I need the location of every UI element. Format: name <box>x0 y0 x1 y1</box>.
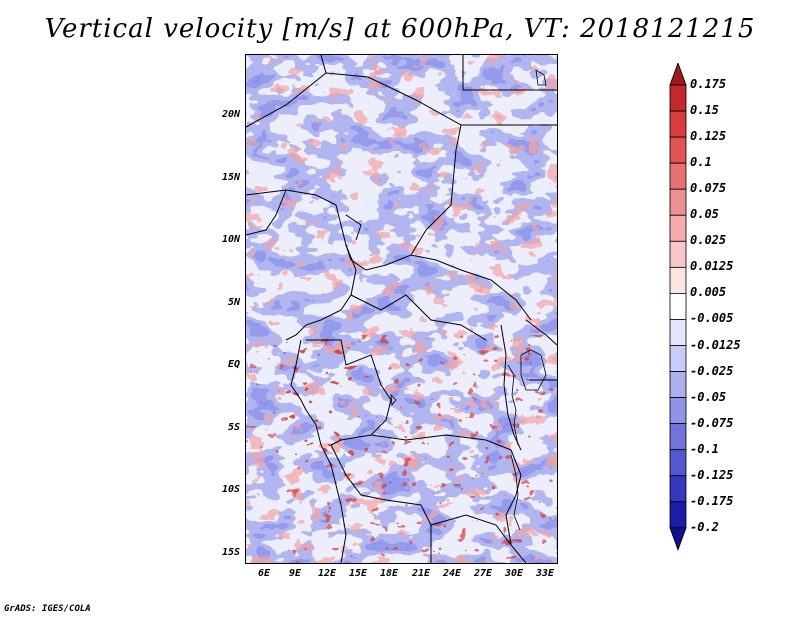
colorbar-label: 0.125 <box>690 129 727 144</box>
lon-label: 30E <box>505 568 524 579</box>
colorbar-label: 0.075 <box>690 181 727 196</box>
colorbar-swatch <box>669 240 687 268</box>
colorbar-bottom-arrow <box>669 527 687 552</box>
colorbar-swatch <box>669 162 687 190</box>
lat-label: 5S <box>227 422 240 433</box>
colorbar-swatch <box>669 214 687 242</box>
colorbar-swatch <box>669 345 687 372</box>
colorbar-label: 0.05 <box>690 207 719 222</box>
colorbar-label: -0.1 <box>690 441 719 456</box>
lon-label: 21E <box>412 568 431 579</box>
velocity-field-map <box>245 54 558 564</box>
colorbar-swatch <box>669 371 687 398</box>
grads-credit: GrADS: IGES/COLA <box>4 604 91 614</box>
lon-label: 27E <box>474 568 493 579</box>
map-title: Vertical velocity [m/s] at 600hPa, VT: 2… <box>44 14 756 44</box>
lat-label: 15S <box>221 547 240 558</box>
colorbar-swatch <box>669 84 687 112</box>
colorbar-label: 0.1 <box>690 155 712 170</box>
colorbar-label: -0.025 <box>690 363 734 378</box>
lon-label: 6E <box>258 568 271 579</box>
colorbar-label: 0.175 <box>690 77 727 91</box>
colorbar-label: -0.05 <box>690 389 727 404</box>
colorbar-swatch <box>669 501 687 529</box>
lat-label: 15N <box>221 172 240 183</box>
colorbar-label: 0.025 <box>690 233 727 248</box>
lon-label: 24E <box>443 568 462 579</box>
lon-label: 15E <box>349 568 368 579</box>
lat-label: 20N <box>221 109 240 120</box>
colorbar-swatch <box>669 423 687 451</box>
colorbar-swatch <box>669 475 687 503</box>
lat-label: 5N <box>227 297 240 308</box>
colorbar-swatch <box>669 136 687 164</box>
colorbar-swatch <box>669 292 687 320</box>
colorbar-label: -0.005 <box>690 311 734 326</box>
colorbar-label: 0.15 <box>690 103 719 118</box>
lat-label: 10S <box>221 484 240 495</box>
lon-label: 33E <box>536 568 555 579</box>
lon-label: 18E <box>380 568 399 579</box>
colorbar-swatch <box>669 397 687 425</box>
lon-label: 12E <box>318 568 337 579</box>
colorbar-label: 0.0125 <box>690 259 734 274</box>
lon-label: 9E <box>289 568 302 579</box>
colorbar-label: -0.125 <box>690 467 734 482</box>
colorbar-swatch <box>669 188 687 216</box>
colorbar-label: -0.175 <box>690 493 734 508</box>
colorbar-swatch <box>669 110 687 138</box>
lat-label: 10N <box>221 234 240 245</box>
colorbar-label: -0.0125 <box>690 337 741 352</box>
colorbar-swatch <box>669 449 687 477</box>
colorbar-label: -0.075 <box>690 415 734 430</box>
colorbar-swatch <box>669 266 687 294</box>
lat-label: EQ <box>227 359 240 370</box>
colorbar-label: 0.005 <box>690 285 727 300</box>
colorbar-label: -0.2 <box>690 519 719 534</box>
colorbar <box>669 63 687 552</box>
colorbar-top-arrow <box>669 63 687 86</box>
colorbar-swatch <box>669 319 687 346</box>
